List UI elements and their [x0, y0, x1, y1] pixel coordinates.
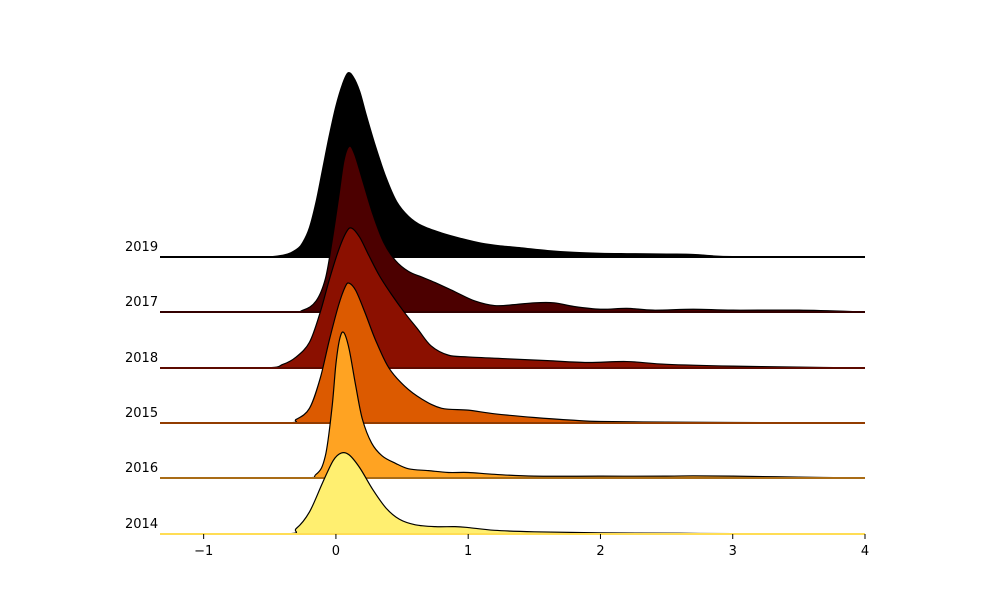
ridges-group: 2019 2017 2018 2015 2016 2014 [125, 72, 866, 536]
ridge-area-2019 [160, 72, 865, 258]
ridge-2017: 2017 [125, 145, 866, 313]
ridge-outline-2017 [159, 145, 866, 313]
x-tick-label-1: 0 [332, 544, 340, 559]
ridge-outline-2014 [159, 451, 866, 536]
row-label-2018: 2018 [125, 351, 158, 366]
x-tick-label-0: −1 [194, 544, 213, 559]
ridge-2014: 2014 [125, 451, 866, 536]
row-label-2014: 2014 [125, 517, 158, 532]
row-label-2019: 2019 [125, 240, 158, 255]
ridge-outline-2015 [159, 282, 866, 424]
x-tick-label-4: 3 [729, 544, 737, 559]
x-tick-label-2: 1 [464, 544, 472, 559]
ridge-area-2016 [160, 331, 865, 479]
ridge-2015: 2015 [125, 282, 866, 424]
x-tick-label-3: 2 [596, 544, 604, 559]
ridge-area-2015 [160, 282, 865, 424]
ridge-2019: 2019 [125, 72, 866, 258]
ridge-2016: 2016 [125, 331, 866, 479]
ridge-area-2014 [160, 452, 865, 535]
row-label-2015: 2015 [125, 406, 158, 421]
ridge-outline-2016 [159, 331, 866, 479]
ridge-outline-2019 [159, 72, 866, 258]
x-axis: −1 0 1 2 3 4 [194, 534, 869, 559]
ridge-outline-2018 [159, 227, 866, 369]
ridge-area-2017 [160, 146, 865, 313]
row-label-2016: 2016 [125, 461, 158, 476]
row-label-2017: 2017 [125, 295, 158, 310]
x-tick-label-5: 4 [861, 544, 869, 559]
